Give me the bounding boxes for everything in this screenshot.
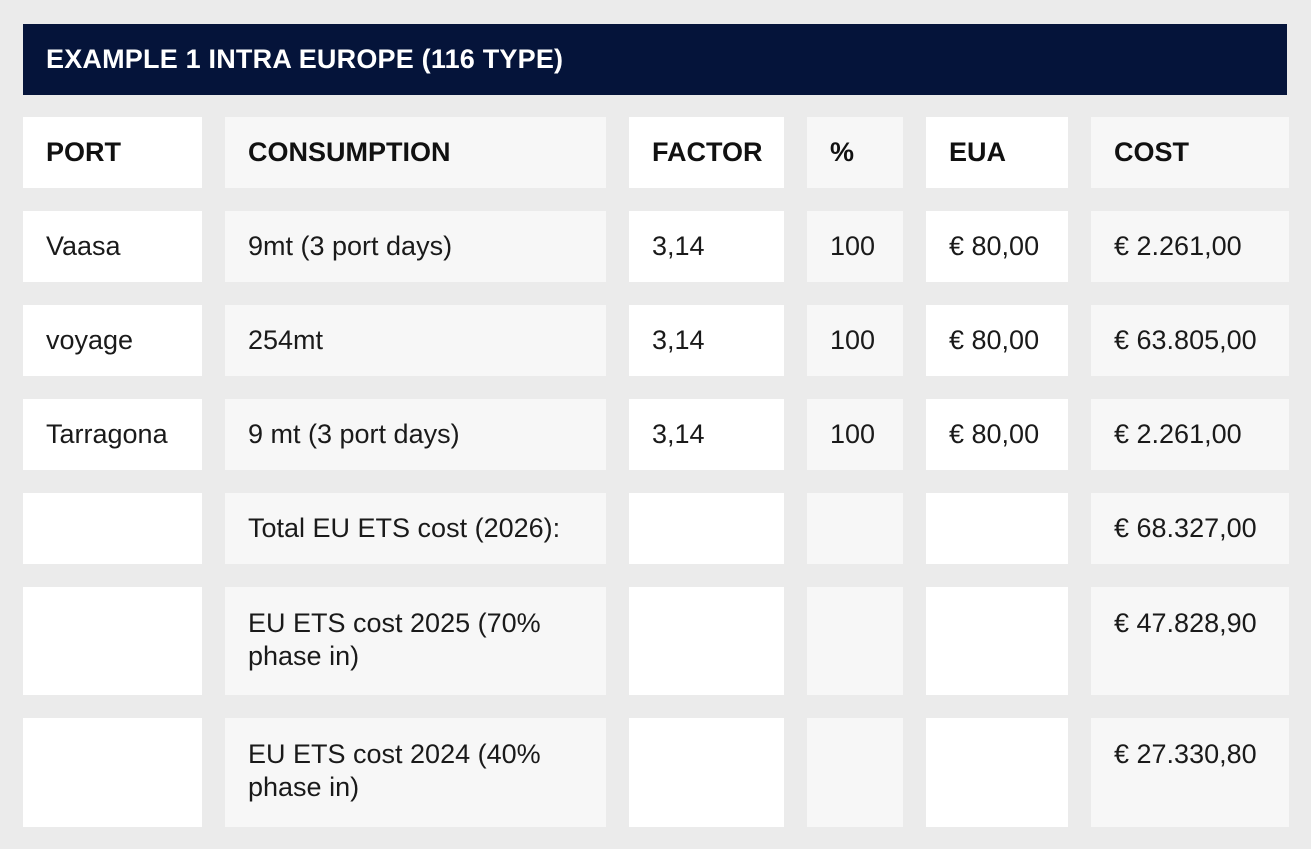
- row-consumption: 254mt: [225, 305, 606, 376]
- total-cost: € 47.828,90: [1091, 587, 1289, 695]
- row-cost: € 2.261,00: [1091, 399, 1289, 470]
- total-label: Total EU ETS cost (2026):: [225, 493, 606, 564]
- total-cost: € 27.330,80: [1091, 718, 1289, 827]
- row-consumption: 9 mt (3 port days): [225, 399, 606, 470]
- row-percent: 100: [807, 211, 903, 282]
- table-title: EXAMPLE 1 INTRA EUROPE (116 TYPE): [23, 24, 1287, 95]
- row-factor: 3,14: [629, 399, 784, 470]
- row-port: Tarragona: [23, 399, 202, 470]
- empty-cell: [807, 587, 903, 695]
- empty-cell: [23, 718, 202, 827]
- row-eua: € 80,00: [926, 211, 1068, 282]
- row-port: voyage: [23, 305, 202, 376]
- row-percent: 100: [807, 399, 903, 470]
- total-label: EU ETS cost 2024 (40% phase in): [225, 718, 606, 827]
- empty-cell: [807, 493, 903, 564]
- header-port: PORT: [23, 117, 202, 188]
- row-consumption: 9mt (3 port days): [225, 211, 606, 282]
- row-eua: € 80,00: [926, 399, 1068, 470]
- header-factor: FACTOR: [629, 117, 784, 188]
- empty-cell: [629, 493, 784, 564]
- header-consumption: CONSUMPTION: [225, 117, 606, 188]
- header-percent: %: [807, 117, 903, 188]
- empty-cell: [807, 718, 903, 827]
- total-cost: € 68.327,00: [1091, 493, 1289, 564]
- row-factor: 3,14: [629, 305, 784, 376]
- row-percent: 100: [807, 305, 903, 376]
- row-factor: 3,14: [629, 211, 784, 282]
- header-cost: COST: [1091, 117, 1289, 188]
- empty-cell: [629, 718, 784, 827]
- empty-cell: [926, 718, 1068, 827]
- row-port: Vaasa: [23, 211, 202, 282]
- empty-cell: [23, 493, 202, 564]
- ets-cost-table: PORT CONSUMPTION FACTOR % EUA COST Vaasa…: [23, 117, 1289, 827]
- empty-cell: [926, 493, 1068, 564]
- row-cost: € 2.261,00: [1091, 211, 1289, 282]
- table-title-text: EXAMPLE 1 INTRA EUROPE (116 TYPE): [46, 44, 564, 74]
- total-label: EU ETS cost 2025 (70% phase in): [225, 587, 606, 695]
- empty-cell: [23, 587, 202, 695]
- empty-cell: [926, 587, 1068, 695]
- empty-cell: [629, 587, 784, 695]
- row-eua: € 80,00: [926, 305, 1068, 376]
- row-cost: € 63.805,00: [1091, 305, 1289, 376]
- header-eua: EUA: [926, 117, 1068, 188]
